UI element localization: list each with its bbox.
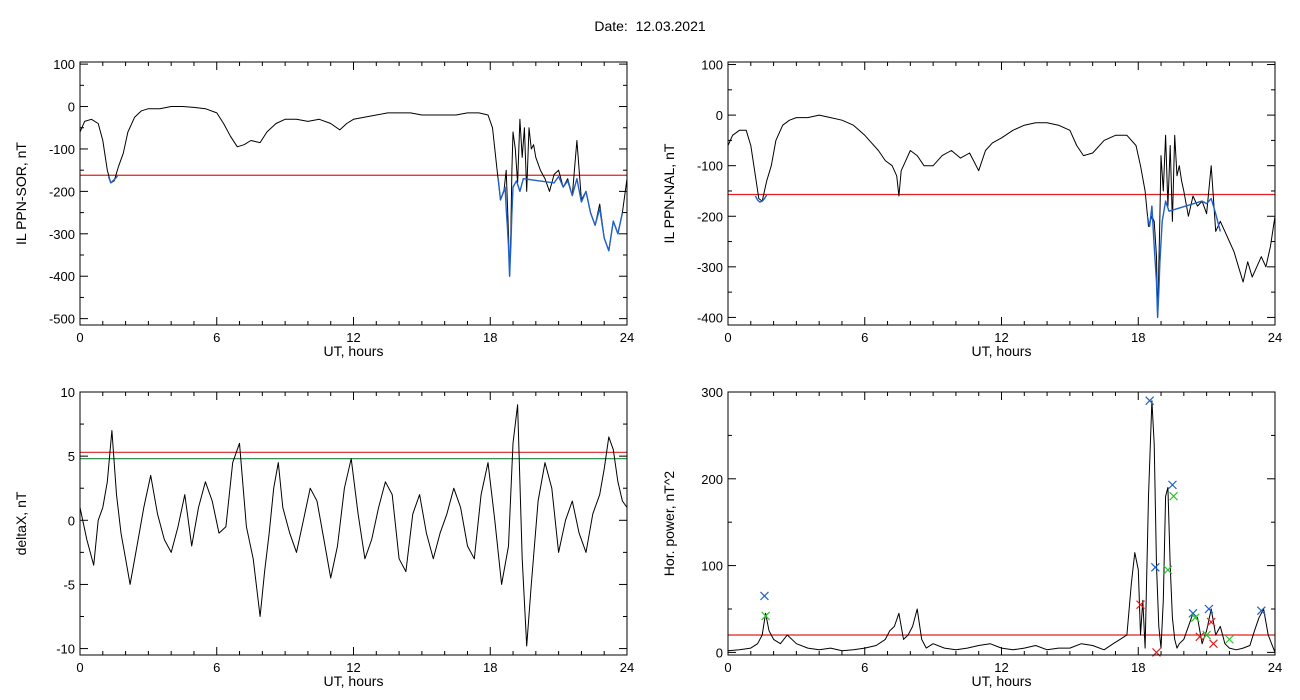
sor-y-tick-label: -400 — [49, 269, 75, 284]
nal-y-axis-label: IL PPN-NAL, nT — [661, 143, 677, 243]
sor-x-tick-label: 24 — [620, 330, 634, 345]
horpower-marker-blue-4 — [1188, 608, 1198, 618]
deltax-y-tick-label: -5 — [63, 577, 75, 592]
nal-series-line-0 — [728, 114, 1275, 318]
deltax-y-axis-label: deltaX, nT — [13, 491, 29, 555]
plot-area-horpower: 0 6 12 18 24 0 100 200 300 UT, hours Hor. power, n… — [661, 385, 1282, 689]
plot-area-deltax: 0 6 12 18 24 -10 -5 0 5 10 UT, hours deltaX, nT — [13, 385, 634, 689]
plot-area-nal: 0 6 12 18 24 -400 -300 -200 -100 0 100 UT, hours IL … — [661, 58, 1282, 359]
sor-series-line-0 — [80, 106, 627, 277]
deltax-x-axis-label: UT, hours — [324, 673, 384, 689]
horpower-y-tick-label: 300 — [701, 385, 723, 400]
nal-y-tick-label: -100 — [697, 159, 723, 174]
horpower-series-line-0 — [728, 400, 1275, 653]
horpower-marker-green-5 — [1224, 634, 1234, 644]
nal-x-tick-label: 18 — [1131, 330, 1145, 345]
sor-y-tick-label: -500 — [49, 312, 75, 327]
horpower-marker-red-4 — [1209, 639, 1218, 649]
horpower-marker-green-2 — [1169, 491, 1179, 501]
page-title: Date: 12.03.2021 — [0, 18, 1300, 34]
nal-x-tick-label: 24 — [1268, 330, 1282, 345]
sor-y-tick-label: 0 — [68, 100, 75, 115]
horpower-y-axis-label: Hor. power, nT^2 — [661, 471, 677, 577]
deltax-series-line-0 — [80, 404, 627, 647]
horpower-x-tick-label: 12 — [994, 660, 1008, 675]
sor-y-tick-label: 100 — [53, 57, 75, 72]
nal-y-tick-label: -200 — [697, 209, 723, 224]
horpower-x-tick-label: 6 — [861, 660, 868, 675]
horpower-y-tick-label: 0 — [716, 645, 723, 660]
sor-x-tick-label: 12 — [346, 330, 360, 345]
deltax-x-tick-label: 12 — [346, 660, 360, 675]
horpower-marker-blue-2 — [1150, 562, 1160, 572]
sor-y-axis-label: IL PPN-SOR, nT — [13, 142, 29, 245]
horpower-marker-red-3 — [1206, 617, 1216, 627]
deltax-y-tick-label: 5 — [68, 449, 75, 464]
nal-x-tick-label: 0 — [724, 330, 731, 345]
sor-y-tick-label: -100 — [49, 142, 75, 157]
horpower-marker-red-0 — [1136, 600, 1145, 610]
horpower-x-tick-label: 18 — [1131, 660, 1145, 675]
date-value: 12.03.2021 — [635, 18, 706, 34]
horpower-marker-blue-5 — [1204, 604, 1214, 614]
horpower-marker-red-2 — [1195, 632, 1205, 642]
plot-area-sor: 0 6 12 18 24 -500 -400 -300 -200 -100 0 100 UT, hour… — [13, 57, 634, 359]
sor-series-line-1 — [107, 175, 624, 277]
sor-y-tick-label: -300 — [49, 227, 75, 242]
sor-x-tick-label: 0 — [76, 330, 83, 345]
horpower-marker-blue-1 — [1145, 396, 1155, 406]
nal-y-tick-label: 100 — [701, 58, 723, 73]
horpower-marker-blue-3 — [1168, 480, 1177, 490]
horpower-x-axis-label: UT, hours — [972, 673, 1032, 689]
nal-y-tick-label: 0 — [716, 108, 723, 123]
sor-y-tick-label: -200 — [49, 184, 75, 199]
deltax-y-tick-label: -10 — [56, 642, 75, 657]
sor-x-tick-label: 6 — [213, 330, 220, 345]
horpower-marker-green-1 — [1163, 565, 1173, 575]
horpower-y-tick-label: 100 — [701, 559, 723, 574]
date-label: Date: — [594, 18, 628, 34]
horpower-x-tick-label: 0 — [724, 660, 731, 675]
deltax-y-tick-label: 10 — [61, 385, 75, 400]
horpower-marker-green-3 — [1190, 613, 1200, 623]
sor-x-tick-label: 18 — [483, 330, 497, 345]
nal-x-tick-label: 12 — [994, 330, 1008, 345]
deltax-x-tick-label: 18 — [483, 660, 497, 675]
deltax-x-tick-label: 0 — [76, 660, 83, 675]
horpower-marker-green-4 — [1202, 630, 1212, 640]
horpower-marker-blue-6 — [1256, 606, 1266, 616]
nal-x-tick-label: 6 — [861, 330, 868, 345]
sor-x-axis-label: UT, hours — [324, 343, 384, 359]
horpower-y-tick-label: 200 — [701, 472, 723, 487]
nal-y-tick-label: -400 — [697, 310, 723, 325]
deltax-x-tick-label: 24 — [620, 660, 634, 675]
horpower-x-tick-label: 24 — [1268, 660, 1282, 675]
deltax-x-tick-label: 6 — [213, 660, 220, 675]
nal-x-axis-label: UT, hours — [972, 343, 1032, 359]
deltax-y-tick-label: 0 — [68, 513, 75, 528]
horpower-marker-green-0 — [761, 611, 771, 621]
horpower-marker-blue-0 — [760, 591, 769, 601]
nal-y-tick-label: -300 — [697, 260, 723, 275]
nal-series-line-1 — [754, 194, 1221, 319]
